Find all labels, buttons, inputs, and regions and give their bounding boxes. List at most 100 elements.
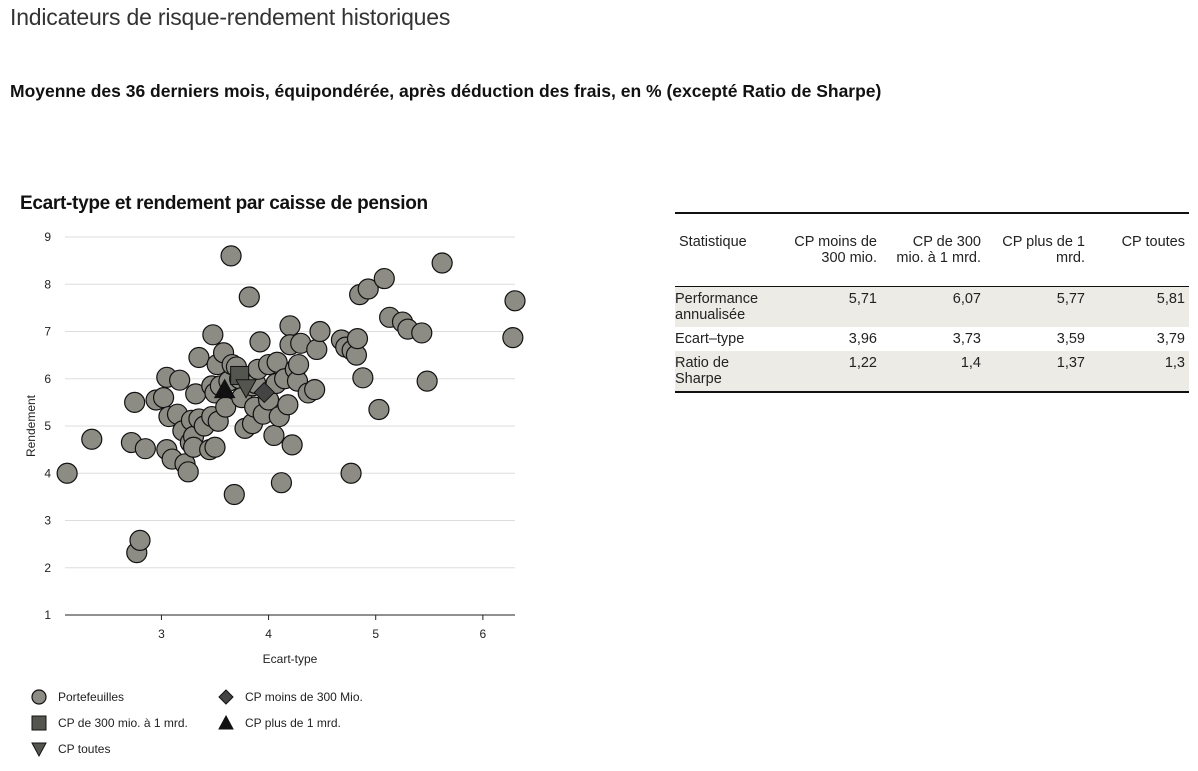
data-point-portefeuille bbox=[129, 529, 151, 551]
data-point-portefeuille bbox=[56, 462, 78, 484]
data-point-portefeuille bbox=[352, 367, 374, 389]
legend-item-cp-plus-1mrd: CP plus de 1 mrd. bbox=[217, 714, 341, 732]
data-point-portefeuille bbox=[346, 327, 369, 350]
data-point-portefeuille bbox=[431, 252, 453, 274]
legend-label: CP moins de 300 Mio. bbox=[245, 690, 363, 704]
data-point-portefeuille bbox=[368, 398, 390, 421]
legend-item-portefeuilles: Portefeuilles bbox=[30, 688, 124, 706]
legend-diamond-marker bbox=[218, 689, 234, 705]
data-point-cp-toutes bbox=[235, 379, 257, 399]
y-tick-label: 1 bbox=[44, 608, 51, 622]
column-header: CP de 300 mio. à 1 mrd. bbox=[896, 234, 981, 266]
data-point-portefeuille bbox=[263, 424, 285, 447]
data-points bbox=[56, 245, 526, 564]
data-point-portefeuille bbox=[152, 387, 175, 409]
data-point-portefeuille bbox=[287, 353, 310, 376]
legend-square-marker bbox=[31, 715, 47, 731]
column-header: CP moins de 300 mio. bbox=[794, 234, 877, 266]
y-axis-label: Rendement bbox=[24, 394, 38, 457]
table-row: Ratio de Sharpe 1,22 1,4 1,37 1,3 bbox=[675, 351, 1189, 392]
x-axis-label: Ecart-type bbox=[263, 652, 318, 666]
data-point-portefeuille bbox=[188, 346, 210, 369]
legend-label: CP de 300 mio. à 1 mrd. bbox=[58, 716, 188, 730]
legend-circle-marker bbox=[31, 689, 47, 705]
tick-labels: 1 2 3 4 5 6 7 8 9 3 4 5 6 bbox=[44, 230, 486, 641]
y-tick-label: 7 bbox=[44, 325, 51, 339]
legend-item-cp-300-1mrd: CP de 300 mio. à 1 mrd. bbox=[30, 714, 188, 732]
data-point-portefeuille bbox=[270, 472, 293, 494]
column-header: CP plus de 1 mrd. bbox=[1002, 234, 1085, 266]
legend-item-cp-toutes: CP toutes bbox=[30, 740, 110, 758]
row-label: Ratio de Sharpe bbox=[675, 351, 781, 392]
data-point-portefeuille bbox=[223, 483, 245, 506]
table-cell: 1,3 bbox=[1089, 351, 1189, 392]
statistics-table-grid: Statistique CP moins de 300 mio. CP de 3… bbox=[675, 212, 1189, 393]
data-point-portefeuille bbox=[373, 267, 395, 290]
legend-triangle-down-marker bbox=[31, 742, 47, 758]
axes bbox=[65, 614, 515, 620]
table-cell: 5,71 bbox=[781, 286, 881, 327]
table-cell: 1,37 bbox=[985, 351, 1089, 392]
y-tick-label: 2 bbox=[44, 561, 51, 575]
table-header-row: Statistique CP moins de 300 mio. CP de 3… bbox=[675, 213, 1189, 287]
data-point-portefeuille bbox=[340, 462, 362, 484]
data-point-portefeuille bbox=[281, 434, 303, 456]
table-row: Ecart–type 3,96 3,73 3,59 3,79 bbox=[675, 327, 1189, 351]
x-tick-label: 5 bbox=[372, 627, 379, 641]
table-cell: 1,4 bbox=[881, 351, 985, 392]
page-title: Indicateurs de risque-rendement historiq… bbox=[10, 4, 451, 30]
table-cell: 3,79 bbox=[1156, 331, 1185, 347]
data-point-portefeuille bbox=[416, 370, 438, 392]
column-header: CP toutes bbox=[1121, 234, 1185, 250]
data-point-portefeuille bbox=[357, 278, 379, 300]
legend-item-cp-moins-300: CP moins de 300 Mio. bbox=[217, 688, 363, 706]
data-point-portefeuille bbox=[81, 428, 103, 450]
y-tick-label: 5 bbox=[44, 419, 51, 433]
row-label: Ecart–type bbox=[675, 331, 745, 347]
data-point-portefeuille bbox=[277, 394, 299, 416]
table-cell: 5,77 bbox=[985, 286, 1089, 327]
x-tick-label: 4 bbox=[265, 627, 272, 641]
legend-triangle-up-marker bbox=[218, 714, 234, 730]
x-tick-label: 6 bbox=[480, 627, 487, 641]
data-point-portefeuille bbox=[238, 286, 260, 308]
y-tick-label: 3 bbox=[44, 514, 51, 528]
statistics-table: Statistique CP moins de 300 mio. CP de 3… bbox=[675, 212, 1189, 393]
data-point-portefeuille bbox=[202, 324, 224, 346]
data-point-portefeuille bbox=[306, 338, 328, 361]
data-point-portefeuille bbox=[177, 461, 199, 483]
table-cell: 1,22 bbox=[781, 351, 881, 392]
page-subtitle: Moyenne des 36 derniers mois, équipondér… bbox=[10, 81, 882, 101]
table-cell: 3,73 bbox=[952, 331, 981, 347]
data-point-portefeuille bbox=[169, 369, 191, 391]
column-header: Statistique bbox=[679, 234, 747, 250]
table-cell: 3,96 bbox=[848, 331, 877, 347]
data-point-portefeuille bbox=[220, 245, 242, 267]
data-point-portefeuille bbox=[304, 379, 326, 401]
data-point-cp-plus-1mrd bbox=[213, 378, 236, 399]
data-point-portefeuille bbox=[504, 290, 526, 312]
data-point-portefeuille bbox=[124, 391, 146, 413]
table-row: Performance annualisée 5,71 6,07 5,77 5,… bbox=[675, 286, 1189, 327]
data-point-portefeuille bbox=[279, 315, 301, 337]
y-tick-label: 6 bbox=[44, 372, 51, 386]
legend-label: CP toutes bbox=[58, 742, 111, 756]
y-tick-label: 4 bbox=[44, 466, 51, 480]
row-label: Performance annualisée bbox=[675, 286, 781, 327]
table-cell: 3,59 bbox=[1056, 331, 1085, 347]
x-tick-label: 3 bbox=[158, 627, 165, 641]
data-point-portefeuille bbox=[204, 436, 226, 458]
table-cell: 5,81 bbox=[1089, 286, 1189, 327]
legend-label: CP plus de 1 mrd. bbox=[245, 716, 341, 730]
chart-title: Ecart-type et rendement par caisse de pe… bbox=[20, 193, 428, 214]
legend-label: Portefeuilles bbox=[58, 690, 125, 704]
scatter-chart: 1 2 3 4 5 6 7 8 9 3 4 5 6 Ecart-type Rendement bbox=[24, 230, 526, 666]
data-point-portefeuille bbox=[134, 438, 156, 460]
y-tick-label: 9 bbox=[44, 230, 51, 244]
data-point-portefeuille bbox=[309, 320, 331, 343]
legend: Portefeuilles CP moins de 300 Mio. CP de… bbox=[30, 688, 430, 768]
data-point-portefeuille bbox=[249, 331, 271, 353]
y-tick-label: 8 bbox=[44, 277, 51, 291]
data-point-portefeuille bbox=[411, 322, 433, 344]
data-point-cp-moins-300 bbox=[253, 381, 275, 404]
